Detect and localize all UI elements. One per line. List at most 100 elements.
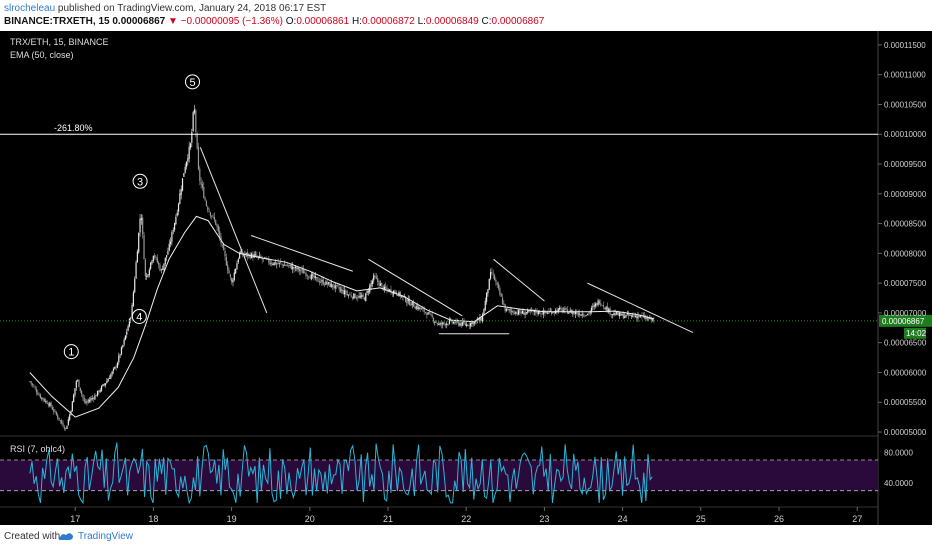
candle-body	[49, 403, 51, 406]
candle-body	[65, 428, 67, 429]
candle-body	[233, 272, 235, 280]
candle-body	[256, 255, 258, 257]
candle-body	[81, 391, 83, 395]
candle-body	[166, 255, 168, 258]
candle-body	[184, 166, 186, 173]
candle-body	[524, 313, 526, 315]
candle-body	[179, 193, 181, 204]
y-tick-label: 0.00010500	[884, 100, 927, 109]
rsi-tick-label: 80.0000	[884, 448, 913, 457]
candle-body	[46, 401, 48, 404]
candle-body	[110, 374, 112, 379]
candle-body	[172, 230, 174, 232]
trendlines	[199, 147, 694, 335]
candle-body	[272, 264, 274, 265]
x-tick-label: 20	[305, 514, 315, 524]
chart-area[interactable]: -261.80% 0.00006867 14:02 1 3 4 5 0.00011500 0.…	[0, 31, 932, 525]
candle-body	[258, 255, 261, 257]
candle-body	[472, 321, 474, 325]
candle-body	[515, 311, 517, 314]
y-tick-label: 0.00007000	[884, 309, 927, 318]
candle-body	[645, 317, 647, 319]
candle-body	[503, 303, 505, 305]
candle-body	[37, 392, 39, 395]
candle-body	[164, 257, 166, 264]
candle-body	[209, 212, 212, 216]
candle-body	[322, 279, 324, 285]
wave-label: 4	[136, 311, 142, 323]
candle-body	[643, 315, 646, 319]
rsi-legend[interactable]: RSI (7, ohlc4)	[10, 444, 65, 454]
low-label: L:	[417, 16, 426, 27]
x-tick-label: 24	[618, 514, 628, 524]
candle-body	[134, 278, 136, 293]
fib-level-label: -261.80%	[54, 123, 93, 133]
candle-body	[62, 422, 64, 427]
chart-overlay: -261.80% 0.00006867 14:02 1 3 4 5	[0, 74, 932, 360]
candle-body	[169, 241, 172, 244]
candle-body	[288, 264, 290, 266]
candle-body	[100, 386, 103, 391]
candle-body	[422, 308, 424, 310]
candle-body	[301, 269, 303, 271]
candle-body	[540, 313, 542, 315]
candle-body	[196, 133, 198, 149]
candle-body	[246, 251, 249, 257]
candle-body	[300, 270, 302, 272]
candle-body	[277, 262, 279, 264]
footer: Created with TradingView	[0, 525, 932, 550]
tradingview-link[interactable]: TradingView	[78, 531, 134, 542]
candle-body	[365, 293, 367, 301]
candle-body	[504, 304, 506, 312]
candle-body	[95, 395, 97, 397]
candle-body	[249, 254, 251, 259]
candle-body	[345, 290, 347, 294]
candle-body	[507, 308, 509, 310]
candle-body	[160, 269, 162, 271]
ema-polyline	[29, 215, 655, 418]
candle-body	[221, 244, 223, 246]
series-legend[interactable]: TRX/ETH, 15, BINANCE	[10, 37, 109, 47]
y-tick-label: 0.00006000	[884, 368, 927, 377]
candle-body	[359, 296, 362, 298]
candle-body	[120, 347, 123, 355]
candle-body	[297, 267, 299, 270]
candle-body	[561, 308, 563, 312]
candle-body	[399, 292, 401, 297]
ema-legend[interactable]: EMA (50, close)	[10, 50, 74, 60]
candle-body	[440, 323, 443, 325]
price-series	[29, 104, 655, 431]
candle-body	[378, 281, 380, 286]
candle-body	[415, 306, 417, 310]
candle-body	[286, 265, 289, 267]
candle-body	[410, 304, 412, 306]
candle-body	[386, 287, 388, 290]
candle-body	[366, 290, 368, 293]
candle-body	[521, 310, 524, 314]
author-link[interactable]: slrocheleau	[4, 3, 56, 14]
trendline	[250, 235, 353, 272]
candle-body	[560, 307, 562, 309]
y-tick-label: 0.00007500	[884, 279, 927, 288]
candle-body	[39, 394, 42, 399]
candle-body	[260, 256, 262, 258]
candle-body	[103, 384, 105, 386]
x-tick-label: 22	[461, 514, 471, 524]
candle-body	[337, 284, 339, 287]
candle-body	[431, 314, 433, 318]
candle-body	[401, 295, 403, 297]
candle-body	[383, 286, 385, 290]
candle-body	[171, 232, 173, 242]
candle-body	[38, 394, 40, 396]
candle-body	[398, 291, 400, 296]
candle-body	[50, 402, 52, 407]
candle-body	[94, 395, 96, 400]
candle-body	[270, 263, 273, 265]
tradingview-logo-icon[interactable]	[58, 530, 74, 542]
y-tick-label: 0.00008500	[884, 220, 927, 229]
candle-body	[341, 289, 343, 291]
candle-body	[236, 263, 238, 270]
candle-body	[564, 308, 566, 310]
candle-body	[452, 321, 454, 324]
